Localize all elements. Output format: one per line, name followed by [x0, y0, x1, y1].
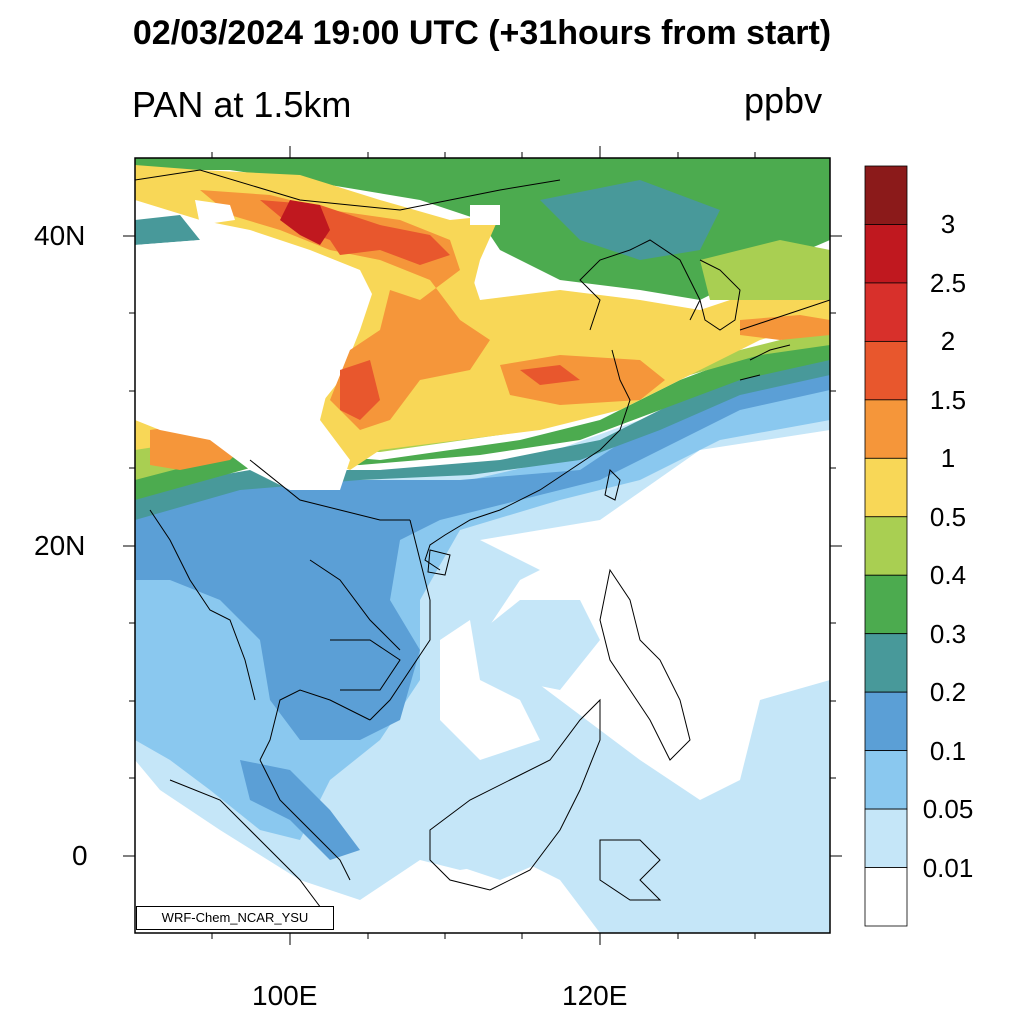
field-japan-orange: [740, 315, 830, 340]
field-pale-blue-2: [470, 600, 600, 690]
y-tick-label-40n: 40N: [34, 220, 86, 251]
border-laos: [309, 559, 401, 651]
colorbar-label: 0.01: [922, 852, 974, 883]
coast-sulawesi: [599, 839, 662, 901]
coast-taiwan: [604, 468, 621, 501]
field-yellow: [135, 250, 830, 470]
coastlines: [135, 169, 830, 921]
y-tick-label-0: 0: [72, 840, 88, 871]
coast-malay: [259, 759, 351, 881]
colorbar-swatch: [864, 282, 908, 342]
colorbar-label: 2.5: [929, 267, 967, 298]
coast-vietnam: [369, 519, 431, 721]
coast-burma: [149, 509, 256, 701]
colorbar-label: 1: [940, 443, 956, 474]
field-west-orange: [340, 360, 380, 420]
coast-philippines: [599, 568, 691, 761]
units-label: ppbv: [744, 80, 823, 121]
colorbar-swatch: [864, 516, 908, 576]
field-north-red: [280, 200, 330, 245]
colorbar: [864, 165, 908, 927]
colorbar-swatch: [864, 399, 908, 459]
field-north-teal-2: [135, 215, 200, 245]
y-tick-label-20n: 20N: [34, 530, 86, 561]
field-mid-orange: [500, 355, 665, 405]
coast-sumatra: [169, 779, 331, 921]
colorbar-label: 0.2: [929, 677, 967, 708]
colorbar-swatch: [864, 224, 908, 284]
colorbar-label: 0.5: [929, 501, 967, 532]
colorbar-label: 2: [940, 326, 956, 357]
coast-japan: [739, 299, 830, 381]
coast-korea: [699, 259, 741, 331]
field-ocean-white: [480, 430, 830, 680]
colorbar-swatch: [864, 691, 908, 752]
field-blue: [135, 370, 830, 740]
field-blue-south: [240, 760, 360, 860]
field-missing-2: [195, 200, 235, 225]
coast-hainan: [427, 549, 451, 576]
field-north-teal: [540, 180, 720, 260]
colorbar-label: 3: [940, 209, 956, 240]
field-missing-tibet: [135, 240, 360, 490]
tick-marks: [123, 146, 842, 945]
colorbar-label: 0.3: [929, 618, 967, 649]
field-ocean-white-2: [440, 620, 540, 760]
colorbar-label: 0.4: [929, 560, 967, 591]
coast-gulf-thailand: [259, 689, 371, 761]
colorbar-swatch: [864, 457, 908, 518]
field-missing-3: [470, 205, 500, 225]
colorbar-swatch: [864, 808, 908, 868]
colorbar-swatch: [864, 633, 908, 693]
coast-china: [424, 349, 631, 571]
coast-borneo: [429, 698, 601, 891]
colorbar-label: 0.05: [922, 794, 974, 825]
field-north-lightgreen: [700, 240, 830, 300]
x-tick-label-120e: 120E: [562, 980, 628, 1011]
border-china-south: [249, 459, 410, 521]
border-cambodia: [330, 639, 401, 691]
colorbar-swatch: [864, 750, 908, 810]
colorbar-swatch: [864, 867, 908, 927]
x-tick-label-100e: 100E: [252, 980, 318, 1011]
colorbar-swatch: [864, 574, 908, 635]
coast-bohai: [579, 239, 701, 331]
field-mid-orangered: [520, 365, 580, 385]
colorbar-label: 1.5: [929, 384, 967, 415]
variable-label: PAN at 1.5km: [132, 84, 352, 125]
concentration-field: [135, 158, 830, 933]
map-title: 02/03/2024 19:00 UTC (+31hours from star…: [132, 14, 832, 52]
colorbar-label: 0.1: [929, 735, 967, 766]
colorbar-swatch: [864, 165, 908, 225]
border-mongolia: [135, 169, 561, 211]
field-pale-blue-3: [430, 760, 590, 880]
model-credit: WRF-Chem_NCAR_YSU: [136, 906, 334, 930]
colorbar-swatch: [864, 340, 908, 401]
